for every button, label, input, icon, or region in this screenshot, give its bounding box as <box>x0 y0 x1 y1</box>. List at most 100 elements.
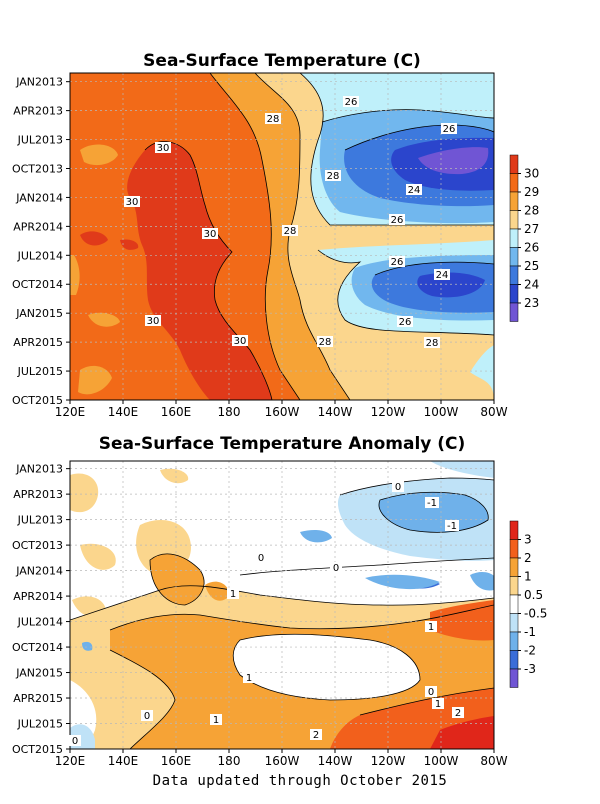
contour-label: 0 <box>395 482 401 493</box>
top-gridlines <box>70 73 494 400</box>
colorbar-label: 30 <box>524 167 539 181</box>
contour-label: 24 <box>408 185 421 196</box>
y-tick-label: JAN2015 <box>15 667 63 680</box>
contour-label: 30 <box>147 316 160 327</box>
colorbar-swatch <box>509 210 519 230</box>
colorbar-label: 28 <box>524 204 539 218</box>
y-tick-label: JUL2014 <box>17 249 63 262</box>
colorbar-label: 26 <box>524 241 539 255</box>
y-tick-label: JUL2015 <box>17 718 63 731</box>
top-colorbar: 30 29 28 27 26 25 24 23 <box>509 154 539 322</box>
bottom-contour-labels: 0 -1 -1 0 0 1 1 1 0 1 2 0 1 2 0 <box>69 481 464 747</box>
contour-label: 0 <box>428 687 434 698</box>
contour-label: 1 <box>230 589 236 600</box>
y-tick-label: OCT2013 <box>12 162 63 175</box>
x-tick-label: 140W <box>318 405 353 419</box>
y-tick-label: JUL2013 <box>17 134 63 147</box>
y-tick-label: OCT2015 <box>12 394 63 407</box>
contour-label: 30 <box>204 229 217 240</box>
colorbar-swatch <box>509 154 519 174</box>
x-tick-label: 120W <box>371 754 406 768</box>
colorbar-swatch <box>509 173 519 193</box>
colorbar-swatch <box>509 284 519 304</box>
x-tick-label: 80W <box>480 405 507 419</box>
contour-label: 0 <box>258 553 264 564</box>
y-tick-label: APR2013 <box>13 105 63 118</box>
x-tick-label: 120E <box>55 754 86 768</box>
contour-label: 1 <box>435 699 441 710</box>
colorbar-label: 3 <box>524 533 532 547</box>
contour-label: 0 <box>144 711 150 722</box>
contour-label: 26 <box>345 97 358 108</box>
colorbar-swatch <box>509 668 519 688</box>
colorbar-swatch <box>509 650 519 670</box>
colorbar-swatch <box>509 539 519 559</box>
y-tick-label: JAN2015 <box>15 307 63 320</box>
contour-label: 28 <box>319 337 332 348</box>
y-tick-label: APR2013 <box>13 488 63 501</box>
contour-label: 28 <box>327 171 340 182</box>
contour-label: -1 <box>447 521 457 532</box>
colorbar-label: 1 <box>524 570 532 584</box>
contour-label: 26 <box>399 317 412 328</box>
colorbar-label: -2 <box>524 644 536 658</box>
colorbar-swatch <box>509 631 519 651</box>
x-tick-label: 160W <box>265 754 300 768</box>
y-tick-label: APR2014 <box>13 590 63 603</box>
colorbar-swatch <box>509 594 519 614</box>
x-tick-label: 140E <box>108 754 139 768</box>
y-tick-label: JUL2014 <box>17 616 63 629</box>
y-tick-label: JAN2013 <box>15 76 63 89</box>
colorbar-swatch <box>509 302 519 322</box>
contour-label: 0 <box>333 563 339 574</box>
top-contour-labels: 26 28 26 30 28 24 30 26 30 28 26 24 30 2… <box>124 96 457 349</box>
colorbar-swatch <box>509 247 519 267</box>
contour-label: 26 <box>443 124 456 135</box>
anomaly-contour-lines <box>70 477 494 749</box>
y-tick-label: JUL2013 <box>17 514 63 527</box>
colorbar-swatch <box>509 265 519 285</box>
x-tick-label: 100W <box>424 754 459 768</box>
contour-label: 2 <box>313 730 319 741</box>
x-tick-label: 140W <box>318 754 353 768</box>
colorbar-label: 29 <box>524 185 539 199</box>
colorbar-swatch <box>509 228 519 248</box>
y-tick-label: JAN2014 <box>15 565 63 578</box>
contour-label: 30 <box>234 336 247 347</box>
x-tick-label: 140E <box>108 405 139 419</box>
contour-label: 26 <box>391 257 404 268</box>
x-tick-label: 120E <box>55 405 86 419</box>
contour-label: 2 <box>455 708 461 719</box>
y-tick-label: OCT2015 <box>12 743 63 756</box>
colorbar-label: 25 <box>524 259 539 273</box>
top-title: Sea-Surface Temperature (C) <box>143 51 421 71</box>
footer-note: Data updated through October 2015 <box>152 773 448 789</box>
contour-label: 28 <box>284 226 297 237</box>
contour-label: 1 <box>246 673 252 684</box>
contour-label: -1 <box>427 498 437 509</box>
x-tick-label: 180 <box>218 754 241 768</box>
y-tick-label: APR2015 <box>13 692 63 705</box>
y-tick-label: OCT2014 <box>12 278 63 291</box>
x-tick-label: 180 <box>218 405 241 419</box>
contour-label: 28 <box>267 114 280 125</box>
bottom-title: Sea-Surface Temperature Anomaly (C) <box>99 434 466 454</box>
colorbar-label: -3 <box>524 662 536 676</box>
x-tick-label: 160E <box>161 405 192 419</box>
colorbar-label: 2 <box>524 551 532 565</box>
contour-label: 28 <box>426 338 439 349</box>
colorbar-swatch <box>509 613 519 633</box>
contour-label: 1 <box>213 715 219 726</box>
colorbar-swatch <box>509 520 519 540</box>
contour-label: 30 <box>157 143 170 154</box>
colorbar-label: 0.5 <box>524 588 543 602</box>
contour-label: 24 <box>436 270 449 281</box>
bottom-axes: 120E 140E 160E 180 160W 140W 120W 100W 80W JAN201… <box>12 463 508 768</box>
y-tick-label: OCT2014 <box>12 641 63 654</box>
colorbar-label: -1 <box>524 625 536 639</box>
y-tick-label: APR2014 <box>13 220 63 233</box>
colorbar-label: 23 <box>524 296 539 310</box>
colorbar-label: -0.5 <box>524 607 547 621</box>
contour-label: 26 <box>391 215 404 226</box>
